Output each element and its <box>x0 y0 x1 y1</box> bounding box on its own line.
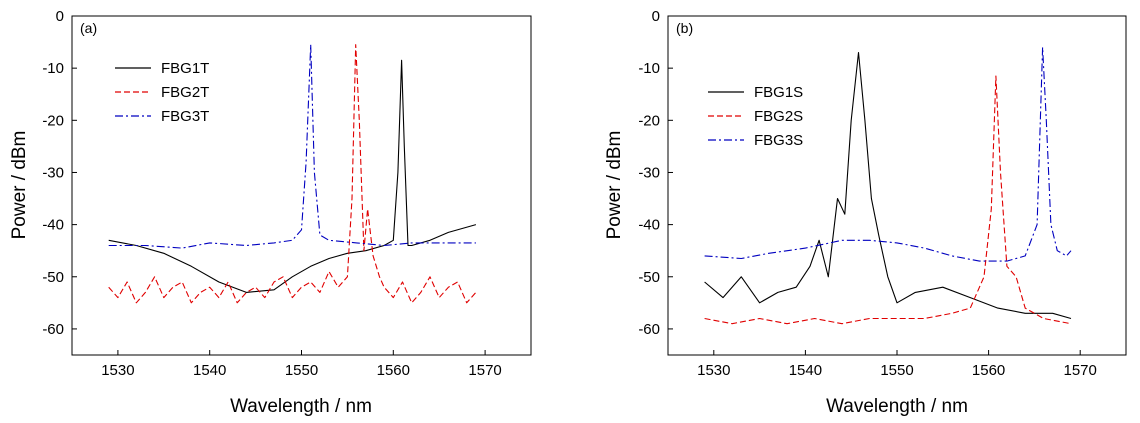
panel-a-legend-label-fbg2t: FBG2T <box>161 84 209 101</box>
panel-b-label: (b) <box>676 20 693 36</box>
panel-a-y-tick-label: -60 <box>42 321 64 338</box>
panel-b-y-tick-label: -10 <box>638 60 660 77</box>
panel-a-x-tick-label: 1530 <box>101 362 134 379</box>
panel-a-y-tick-label: -10 <box>42 60 64 77</box>
panel-b-series-fbg3s <box>704 46 1072 262</box>
panel-a-y-axis-label: Power / dBm <box>9 131 30 240</box>
panel-a-plot-frame <box>71 15 532 356</box>
panel-a-y-tick-label: 0 <box>56 8 64 25</box>
panel-a-series <box>108 44 477 304</box>
panel-b-y-tick-label: -20 <box>638 112 660 129</box>
panel-a-x-axis-label: Wavelength / nm <box>230 396 372 417</box>
panel-b-x-tick-label: 1560 <box>972 362 1005 379</box>
panel-a-legend-label-fbg1t: FBG1T <box>161 60 209 77</box>
panel-a-x-tick-label: 1550 <box>285 362 318 379</box>
panel-b-chart: (b) Wavelength / nm Power / dBm 1530 1540… <box>604 8 1127 417</box>
panel-b-legend-label-fbg3s: FBG3S <box>754 132 803 149</box>
panel-a-y-tick-label: -50 <box>42 269 64 286</box>
panel-a-x-tick-label: 1570 <box>468 362 501 379</box>
panel-b-x-tick-label: 1570 <box>1064 362 1097 379</box>
panel-b-legend: FBG1S FBG2S FBG3S <box>708 84 803 149</box>
panel-b-legend-label-fbg2s: FBG2S <box>754 108 803 125</box>
panel-b-y-tick-label: -60 <box>638 321 660 338</box>
panel-a-legend: FBG1T FBG2T FBG3T <box>115 60 209 125</box>
panel-a-series-fbg3t <box>108 44 476 249</box>
panel-a-series-fbg2t <box>108 44 477 304</box>
panel-a-y-tick-label: -30 <box>42 164 64 181</box>
panel-b-y-tick-label: -30 <box>638 164 660 181</box>
panel-a-x-tick-label: 1560 <box>377 362 410 379</box>
panel-b-series-fbg1s <box>704 51 1072 320</box>
panel-a-ticks: 1530 1540 1550 1560 1570 0 -10 -20 -30 -40 -50 -60 <box>42 8 501 379</box>
panel-a-series-fbg1t <box>108 59 477 293</box>
panel-a-chart: (a) Wavelength / nm Power / dBm 1530 1540… <box>9 8 532 417</box>
panel-a-x-tick-label: 1540 <box>193 362 226 379</box>
panel-b-x-tick-label: 1550 <box>880 362 913 379</box>
panel-a-label: (a) <box>80 20 97 36</box>
panel-b-x-axis-label: Wavelength / nm <box>826 396 968 417</box>
panel-b-y-tick-label: -40 <box>638 217 660 234</box>
panel-b-x-tick-label: 1540 <box>789 362 822 379</box>
panel-b-series <box>704 46 1072 325</box>
panel-b-legend-label-fbg1s: FBG1S <box>754 84 803 101</box>
panel-b-ticks: 1530 1540 1550 1560 1570 0 -10 -20 -30 -40 -50 -60 <box>638 8 1097 379</box>
panel-b-plot-frame <box>667 15 1127 356</box>
panel-b-x-tick-label: 1530 <box>697 362 730 379</box>
panel-a-y-tick-label: -40 <box>42 217 64 234</box>
panel-b-series-fbg2s <box>704 75 1072 325</box>
panel-b-y-tick-label: -50 <box>638 269 660 286</box>
panel-a-y-tick-label: -20 <box>42 112 64 129</box>
panel-a-legend-label-fbg3t: FBG3T <box>161 108 209 125</box>
panel-b-y-axis-label: Power / dBm <box>604 131 625 240</box>
panel-b-y-tick-label: 0 <box>652 8 660 25</box>
